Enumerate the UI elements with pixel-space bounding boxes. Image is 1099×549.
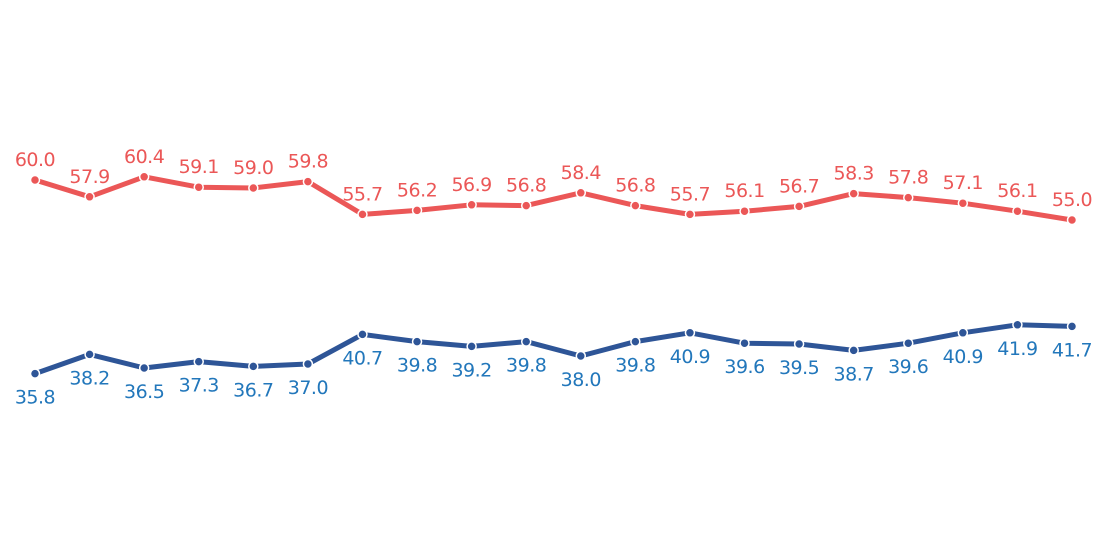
series-1-data-label: 55.7	[342, 183, 382, 205]
series-1-point	[194, 183, 203, 192]
series-2-point	[795, 340, 804, 349]
series-1-point	[467, 200, 476, 209]
series-1-data-label: 57.8	[888, 167, 928, 189]
series-2-data-label: 40.7	[342, 347, 382, 369]
series-1-data-label: 60.4	[124, 146, 165, 168]
series-1: 60.0 57.9 60.4 59.1 59.0 59.8 55.7 56.2 56.9 56.8…	[15, 146, 1092, 225]
series-2-point	[522, 337, 531, 346]
series-1-point	[795, 202, 804, 211]
series-2-point	[31, 369, 40, 378]
series-2-point	[849, 346, 858, 355]
series-1-point	[1068, 216, 1077, 225]
series-2-data-label: 37.3	[179, 375, 219, 397]
series-1-data-label: 56.1	[997, 180, 1037, 202]
series-2-data-label: 35.8	[15, 387, 55, 409]
series-1-point	[958, 199, 967, 208]
series-2-point	[249, 362, 258, 371]
series-1-point	[685, 210, 694, 219]
series-2-point	[303, 360, 312, 369]
series-2-data-label: 39.6	[888, 356, 928, 378]
series-1-point	[740, 207, 749, 216]
series-1-point	[249, 184, 258, 193]
series-2-data-label: 36.7	[233, 379, 273, 401]
series-1-data-label: 57.1	[943, 172, 983, 194]
series-1-data-label: 55.0	[1052, 189, 1092, 211]
series-2-data-label: 38.2	[69, 367, 109, 389]
series-1-data-label: 56.1	[724, 180, 764, 202]
series-1-data-label: 58.3	[834, 163, 874, 185]
series-2-point	[85, 350, 94, 359]
series-2-point	[958, 328, 967, 337]
series-2: 35.8 38.2 36.5 37.3 36.7 37.0 40.7 39.8 39.2 39.8…	[15, 320, 1092, 408]
series-1-point	[358, 210, 367, 219]
series-1-point	[631, 201, 640, 210]
series-1-point	[576, 188, 585, 197]
series-2-data-label: 38.0	[561, 369, 601, 391]
series-1-point	[849, 189, 858, 198]
series-2-data-label: 39.6	[724, 356, 764, 378]
series-2-data-label: 36.5	[124, 381, 164, 403]
series-1-data-label: 56.8	[506, 175, 546, 197]
series-1-data-label: 59.8	[288, 151, 328, 173]
series-1-data-label: 56.2	[397, 179, 437, 201]
series-2-point	[904, 339, 913, 348]
series-1-point	[31, 176, 40, 185]
series-1-point	[413, 206, 422, 215]
series-1-data-label: 58.4	[561, 162, 602, 184]
series-2-data-label: 40.9	[943, 346, 983, 368]
series-2-point	[740, 339, 749, 348]
series-1-data-label: 60.0	[15, 149, 55, 171]
series-2-data-label: 39.2	[451, 359, 491, 381]
series-2-point	[1068, 322, 1077, 331]
series-2-point	[413, 337, 422, 346]
series-1-data-label: 59.0	[233, 157, 273, 179]
series-2-point	[631, 337, 640, 346]
series-2-data-label: 41.7	[1052, 339, 1092, 361]
series-1-point	[522, 201, 531, 210]
series-2-data-label: 39.8	[506, 355, 546, 377]
series-1-data-label: 59.1	[179, 156, 219, 178]
series-2-data-label: 38.7	[834, 363, 874, 385]
series-2-data-label: 37.0	[288, 377, 328, 399]
series-2-point	[467, 342, 476, 351]
series-1-data-label: 56.9	[451, 174, 491, 196]
series-1-point	[85, 192, 94, 201]
series-2-data-label: 40.9	[670, 346, 710, 368]
series-1-data-label: 55.7	[670, 183, 710, 205]
series-2-data-label: 41.9	[997, 338, 1037, 360]
series-1-data-label: 57.9	[69, 166, 109, 188]
series-2-data-label: 39.8	[615, 355, 655, 377]
series-1-point	[904, 193, 913, 202]
series-2-point	[194, 357, 203, 366]
series-2-point	[358, 330, 367, 339]
series-2-data-label: 39.5	[779, 357, 819, 379]
series-2-point	[1013, 320, 1022, 329]
series-1-point	[303, 177, 312, 186]
series-2-point	[576, 352, 585, 361]
series-1-point	[1013, 207, 1022, 216]
series-1-point	[140, 172, 149, 181]
series-2-point	[685, 328, 694, 337]
series-2-point	[140, 364, 149, 373]
series-1-data-label: 56.7	[779, 175, 819, 197]
series-2-data-label: 39.8	[397, 355, 437, 377]
series-1-data-label: 56.8	[615, 175, 655, 197]
